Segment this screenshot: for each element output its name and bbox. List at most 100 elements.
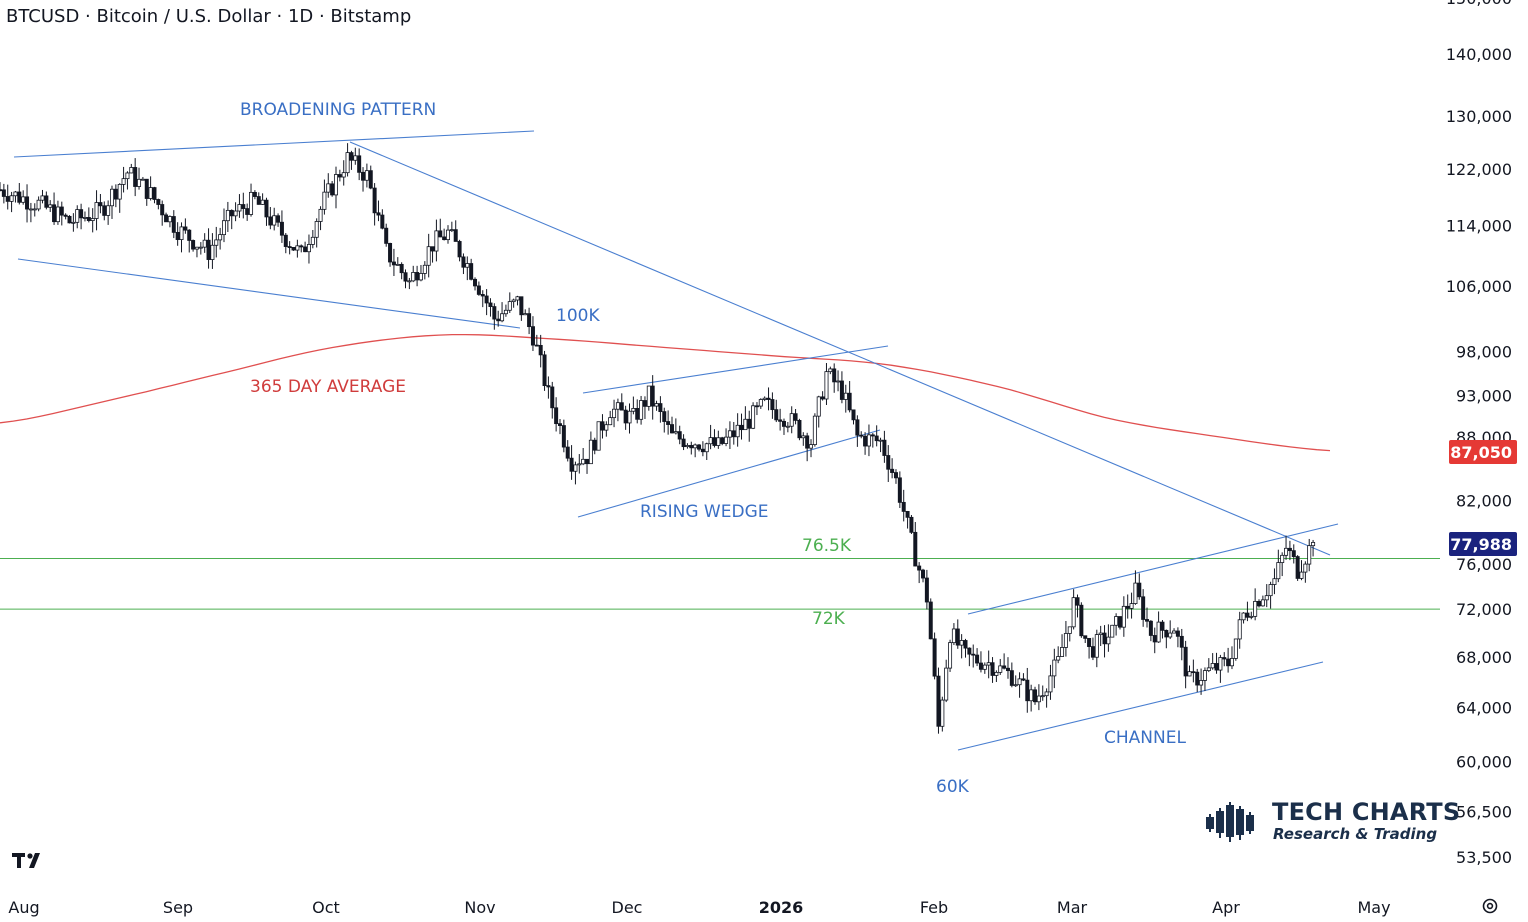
candle-body <box>944 667 949 701</box>
candle-body <box>303 246 308 253</box>
x-tick-label: 2026 <box>759 898 804 917</box>
candle-body <box>137 178 142 187</box>
candle-body <box>318 208 323 222</box>
candle-body <box>1183 646 1188 677</box>
candle-body <box>17 191 22 203</box>
candle-body <box>909 516 914 533</box>
candle-body <box>824 371 829 400</box>
x-tick-label: Apr <box>1212 898 1240 917</box>
candle-body <box>982 664 987 670</box>
x-tick-label: Oct <box>312 898 340 917</box>
candle-body <box>959 640 964 646</box>
candle-body <box>693 444 698 449</box>
candle-body <box>256 196 261 205</box>
candle-body <box>330 183 335 196</box>
candle-body <box>82 217 87 219</box>
candle-body <box>565 446 570 459</box>
candle-body <box>720 437 725 444</box>
candle-body <box>252 191 257 197</box>
candle-body <box>109 188 114 207</box>
candle-body <box>928 601 933 640</box>
candle-body <box>511 299 516 303</box>
candle-body <box>955 628 960 646</box>
candle-body <box>716 437 721 446</box>
candle-body <box>1067 626 1072 634</box>
y-tick-label: 56,500 <box>1456 802 1512 821</box>
candle-body <box>855 419 860 436</box>
y-tick-label: 82,000 <box>1456 492 1512 511</box>
candle-body <box>863 435 868 447</box>
candle-body <box>384 227 389 244</box>
candle-body <box>1307 545 1312 565</box>
candle-body <box>1033 689 1038 703</box>
level-label: 76.5K <box>802 536 852 556</box>
y-tick-label: 64,000 <box>1456 698 1512 717</box>
candle-body <box>503 309 508 315</box>
annotation-label: CHANNEL <box>1104 728 1186 748</box>
candle-body <box>326 183 331 193</box>
candle-body <box>975 654 980 664</box>
y-tick-label: 130,000 <box>1446 107 1512 126</box>
candle-body <box>102 205 107 216</box>
candle-body <box>98 202 103 207</box>
candle-body <box>337 174 342 178</box>
candle-body <box>449 229 454 232</box>
candle-body <box>1287 547 1292 552</box>
candle-body <box>561 425 566 448</box>
y-tick-label: 60,000 <box>1456 752 1512 771</box>
price-badge-label: 87,050 <box>1450 443 1512 462</box>
candle-body <box>411 272 416 282</box>
candle-body <box>75 209 80 223</box>
candle-body <box>1094 634 1099 658</box>
candle-body <box>48 204 53 208</box>
candle-body <box>1295 556 1300 579</box>
candle-body <box>1210 663 1215 669</box>
candle-body <box>117 184 122 200</box>
candle-body <box>689 445 694 449</box>
candle-body <box>1156 621 1161 643</box>
candle-body <box>1199 680 1204 686</box>
candle-body <box>1017 678 1022 686</box>
candle-body <box>225 209 230 222</box>
candle-body <box>214 239 219 246</box>
broadening-lower-line <box>17 258 521 329</box>
candle-body <box>812 415 817 446</box>
candle-body <box>1175 630 1180 637</box>
candle-body <box>639 400 644 420</box>
price-badge <box>1449 440 1517 464</box>
candle-body <box>469 263 474 280</box>
candle-body <box>210 244 215 260</box>
candle-body <box>1005 667 1010 672</box>
y-tick-label: 76,000 <box>1456 555 1512 574</box>
candle-body <box>967 647 972 655</box>
candle-body <box>438 230 443 238</box>
candle-body <box>1268 584 1273 597</box>
candle-body <box>25 196 30 210</box>
candle-body <box>430 246 435 252</box>
candle-body <box>519 296 524 316</box>
candle-body <box>1253 600 1258 617</box>
y-tick-label: 98,000 <box>1456 343 1512 362</box>
candle-body <box>1226 658 1231 667</box>
tradingview-logo-icon[interactable] <box>10 850 50 872</box>
candle-body <box>380 214 385 229</box>
candle-body <box>249 191 254 215</box>
chart-title: BTCUSD · Bitcoin / U.S. Dollar · 1D · Bi… <box>6 6 412 27</box>
settings-gear-icon[interactable] <box>1480 896 1500 916</box>
candle-body <box>368 170 373 189</box>
candle-body <box>306 244 311 253</box>
candle-body <box>1233 638 1238 659</box>
x-tick-label: Feb <box>920 898 948 917</box>
candle-body <box>886 455 891 470</box>
y-tick-label: 53,500 <box>1456 848 1512 867</box>
x-tick-label: Sep <box>163 898 193 917</box>
candle-body <box>801 435 806 439</box>
candle-body <box>789 413 794 427</box>
candle-body <box>5 196 10 202</box>
candle-body <box>206 239 211 260</box>
x-tick-label: Aug <box>8 898 39 917</box>
candle-body <box>1164 629 1169 638</box>
candle-body <box>341 172 346 178</box>
annotation-label: 60K <box>936 777 970 797</box>
